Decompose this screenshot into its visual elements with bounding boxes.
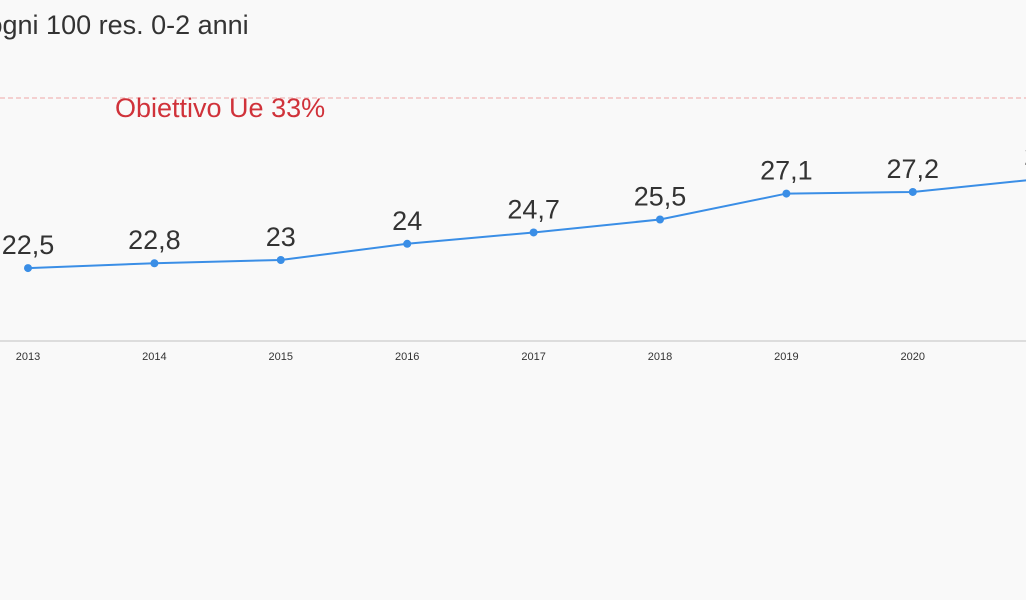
data-point [150,259,159,268]
data-label: 25,5 [634,182,687,212]
data-point [908,187,917,196]
data-point [656,215,664,224]
data-label: 27,1 [760,156,813,186]
data-label: 28 [1024,141,1026,171]
data-label: 22,5 [2,230,55,260]
data-label: 24,7 [507,194,560,224]
data-point [529,228,538,237]
data-label: 24 [392,206,422,236]
data-label: 23 [266,222,296,252]
data-label: 27,2 [887,154,940,184]
x-tick-label: 2018 [648,351,672,363]
data-point [403,239,412,248]
x-tick-label: 2015 [269,351,293,363]
chart-title: sti ogni 100 res. 0-2 anni [0,10,249,40]
x-tick-label: 2014 [142,351,166,363]
x-tick-label: 2013 [16,351,40,363]
x-tick-label: 2020 [901,351,925,363]
data-point [24,264,32,273]
data-point [782,189,791,198]
x-tick-label: 2019 [774,351,798,363]
x-tick-label: 2017 [521,351,545,363]
data-point [276,256,285,264]
x-tick-label: 2016 [395,351,419,363]
target-label: Obiettivo Ue 33% [115,93,325,123]
data-label: 22,8 [128,225,181,255]
line-marks: 22,5 2013 22,8 2014 23 2015 24 2016 24,7 2017 25,5… [2,141,1026,363]
